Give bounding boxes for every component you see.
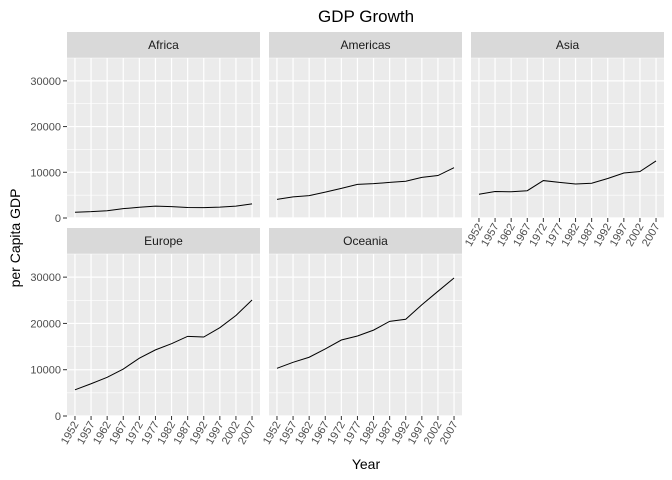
- y-tick-label: 30000: [30, 76, 61, 88]
- x-tick-label: 2007: [438, 420, 461, 447]
- series-line-americas: [276, 167, 455, 200]
- facet-strip-oceania: [269, 228, 462, 254]
- y-tick-label: 10000: [30, 365, 61, 377]
- facet-strip-americas: [269, 32, 462, 58]
- y-tick-label: 20000: [30, 122, 61, 134]
- panel-background-asia: [471, 58, 664, 218]
- series-line-oceania: [276, 277, 455, 369]
- chart-title: GDP Growth: [318, 7, 414, 26]
- y-tick-label: 20000: [30, 318, 61, 330]
- facet-panel-africa: Africa 0 10000 20000 30000: [30, 32, 260, 225]
- facet-panel-europe: Europe0100002000030000195219571962196719…: [30, 228, 260, 447]
- panel-background-africa: [67, 58, 260, 218]
- facet-panels: Africa 0 10000 20000 30000 Americas Asia195219…: [30, 32, 664, 447]
- series-line-europe: [74, 299, 253, 391]
- facet-panel-oceania: Oceania195219571962196719721977198219871…: [261, 228, 462, 447]
- facet-strip-africa: [67, 32, 260, 58]
- panel-background-americas: [269, 58, 462, 218]
- facet-label-americas: Americas: [340, 38, 390, 52]
- panel-background-oceania: [269, 254, 462, 416]
- facet-strip-asia: [471, 32, 664, 58]
- x-tick-label: 2007: [236, 420, 259, 447]
- series-line-africa: [74, 203, 253, 213]
- y-axis-label: per Capita GDP: [7, 189, 23, 288]
- facet-label-asia: Asia: [556, 38, 580, 52]
- facet-label-europe: Europe: [144, 234, 183, 248]
- y-tick-label: 30000: [30, 272, 61, 284]
- y-tick-label: 0: [55, 411, 61, 423]
- facet-strip-europe: [67, 228, 260, 254]
- panel-background-europe: [67, 254, 260, 416]
- facet-panel-americas: Americas: [269, 32, 462, 219]
- facet-label-africa: Africa: [148, 38, 179, 52]
- facet-panel-asia: Asia195219571962196719721977198219871992…: [463, 32, 664, 249]
- y-tick-label: 10000: [30, 167, 61, 179]
- series-line-asia: [478, 160, 657, 195]
- y-tick-label: 0: [55, 213, 61, 225]
- x-axis-label: Year: [352, 456, 381, 472]
- facet-label-oceania: Oceania: [343, 234, 388, 248]
- x-tick-label: 2007: [640, 222, 663, 249]
